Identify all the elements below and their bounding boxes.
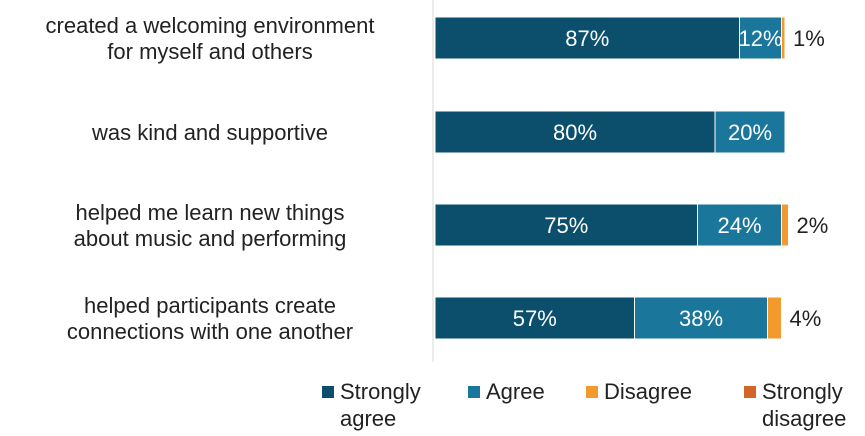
data-label: 1% xyxy=(793,26,825,51)
data-label: 20% xyxy=(728,120,772,145)
data-label: 38% xyxy=(679,306,723,331)
data-label: 80% xyxy=(553,120,597,145)
data-label: 87% xyxy=(565,26,609,51)
data-label: 4% xyxy=(790,306,822,331)
bar-segment xyxy=(767,296,782,340)
category-label: helped me learn new things about music an… xyxy=(74,200,347,251)
data-label: 12% xyxy=(738,26,782,51)
bar-segment xyxy=(434,110,716,154)
data-label: 75% xyxy=(544,213,588,238)
category-label: created a welcoming environment for mysel… xyxy=(46,13,375,64)
bar-segment xyxy=(697,203,782,247)
data-labels: 87% 12% 1% 80% 20% 75% 24% 2% 57% 38% 4% xyxy=(513,26,829,331)
data-label: 2% xyxy=(797,213,829,238)
category-labels: created a welcoming environment for mysel… xyxy=(46,13,375,344)
data-label: 24% xyxy=(717,213,761,238)
bar-segment xyxy=(781,16,786,60)
bar-segment xyxy=(739,16,782,60)
bar-segments xyxy=(434,16,789,340)
category-label: was kind and supportive xyxy=(91,120,328,145)
bar-segment xyxy=(434,203,698,247)
bar-segment xyxy=(714,110,786,154)
bar-segment xyxy=(781,203,789,247)
data-label: 57% xyxy=(513,306,557,331)
bar-segment xyxy=(434,296,635,340)
category-label: helped participants create connections wi… xyxy=(67,293,353,344)
